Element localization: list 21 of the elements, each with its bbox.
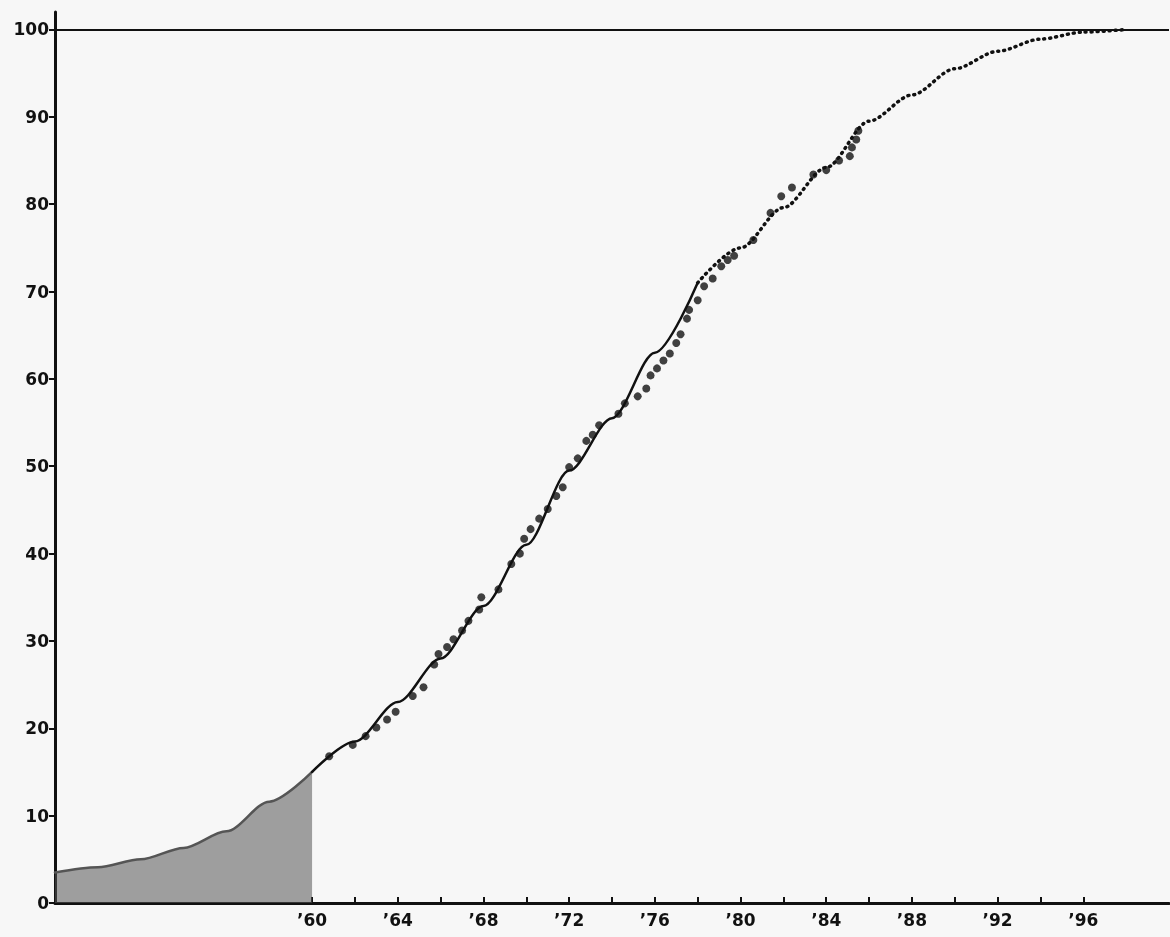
x-tick-label: ’72 (554, 909, 585, 930)
x-tick-label: ’88 (896, 909, 927, 930)
y-tick-label: 10 (25, 805, 50, 826)
y-tick-label: 0 (37, 893, 50, 913)
x-tick-label: ’60 (297, 909, 328, 930)
y-tick-label: 40 (25, 543, 50, 564)
x-tick-label: ’96 (1068, 909, 1099, 930)
y-tick-label: 50 (25, 456, 50, 477)
y-tick-label: 20 (25, 718, 50, 739)
x-tick-label: ’84 (811, 909, 842, 930)
x-tick-label: ’76 (639, 909, 670, 930)
x-tick-label: ’64 (382, 909, 413, 930)
y-tick-label: 60 (25, 368, 50, 389)
y-tick-label: 80 (25, 194, 50, 215)
y-tick-label: 100 (13, 19, 50, 40)
x-tick-label: ’92 (982, 909, 1013, 930)
x-tick-label: ’68 (468, 909, 499, 930)
y-tick-label: 30 (25, 630, 50, 651)
x-tick-label: ’80 (725, 909, 756, 930)
y-tick-label: 90 (25, 106, 50, 127)
y-tick-label: 70 (25, 281, 50, 302)
